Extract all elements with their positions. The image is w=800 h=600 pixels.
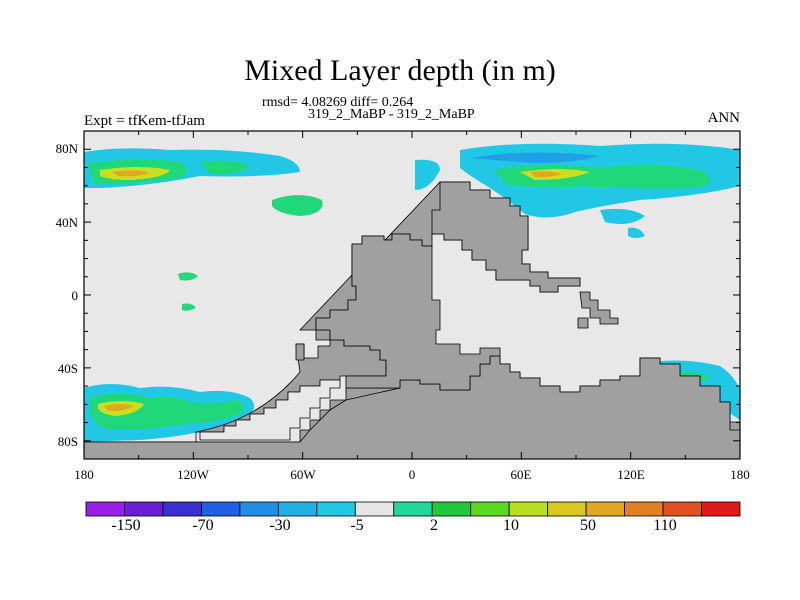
colorbar-box [585,501,625,517]
colorbar-label: -5 [350,517,364,534]
left-label: Expt = tfKem-tfJam [84,113,205,129]
colorbar-box [316,501,356,517]
right-label: ANN [707,110,741,126]
colorbar-box [662,501,702,517]
lat-tick-80n: 80N [55,141,78,156]
lat-tick-40n: 40N [55,215,78,230]
stats-line: rmsd= 4.08269 diff= 0.264 [262,95,414,110]
colorbar-box [701,501,741,517]
lon-tick-0: 0 [408,467,416,482]
lat-tick-40s: 40S [57,361,78,376]
lon-tick-120w: 120W [177,467,209,482]
colorbar-label: -70 [192,517,214,534]
axis-ticks [83,130,741,460]
colorbar-box [624,501,664,517]
colorbar-box [201,501,241,517]
colorbar-label: 10 [503,517,519,534]
lon-tick-180w: 180 [74,467,94,482]
lon-tick-60w: 60W [290,467,316,482]
colorbar [85,501,741,517]
colorbar-box [431,501,472,517]
colorbar-box [547,501,587,517]
colorbar-label: -150 [111,517,141,534]
colorbar-box [85,501,125,517]
colorbar-label: 2 [430,517,438,534]
lon-tick-60e: 60E [510,467,532,482]
mid-latitude-patches [178,195,323,311]
lat-tick-80s: 80S [57,434,78,449]
colorbar-box [508,501,549,517]
colorbar-box [354,501,395,517]
north-anomaly-band [84,143,740,238]
colorbar-box [393,501,433,517]
south-anomaly-band [84,360,740,442]
lon-tick-120e: 120E [617,467,645,482]
colorbar-label: -30 [269,517,291,534]
land-masses [83,181,741,460]
lon-tick-180e: 180 [730,467,750,482]
colorbar-box [470,501,510,517]
colorbar-box [277,501,318,517]
cases-line: 319_2_MaBP - 319_2_MaBP [308,107,475,122]
colorbar-label: 110 [653,517,677,534]
colorbar-label: 50 [580,517,596,534]
lat-tick-0: 0 [71,288,79,303]
colorbar-box [124,501,164,517]
colorbar-box [162,501,202,517]
plot-title: Mixed Layer depth (in m) [244,54,556,87]
map-frame [83,130,741,460]
colorbar-box [239,501,279,517]
